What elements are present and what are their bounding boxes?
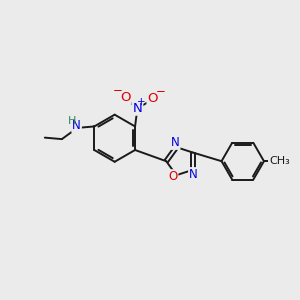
Text: O: O [168, 170, 178, 183]
Text: N: N [133, 102, 142, 115]
Text: O: O [120, 91, 130, 104]
Text: −: − [156, 85, 166, 98]
Text: +: + [137, 97, 146, 107]
Text: −: − [113, 84, 123, 97]
Text: H: H [68, 116, 76, 126]
Text: N: N [189, 168, 198, 181]
Text: O: O [148, 92, 158, 105]
Text: N: N [72, 119, 81, 132]
Text: CH₃: CH₃ [269, 156, 290, 166]
Text: N: N [171, 136, 180, 149]
